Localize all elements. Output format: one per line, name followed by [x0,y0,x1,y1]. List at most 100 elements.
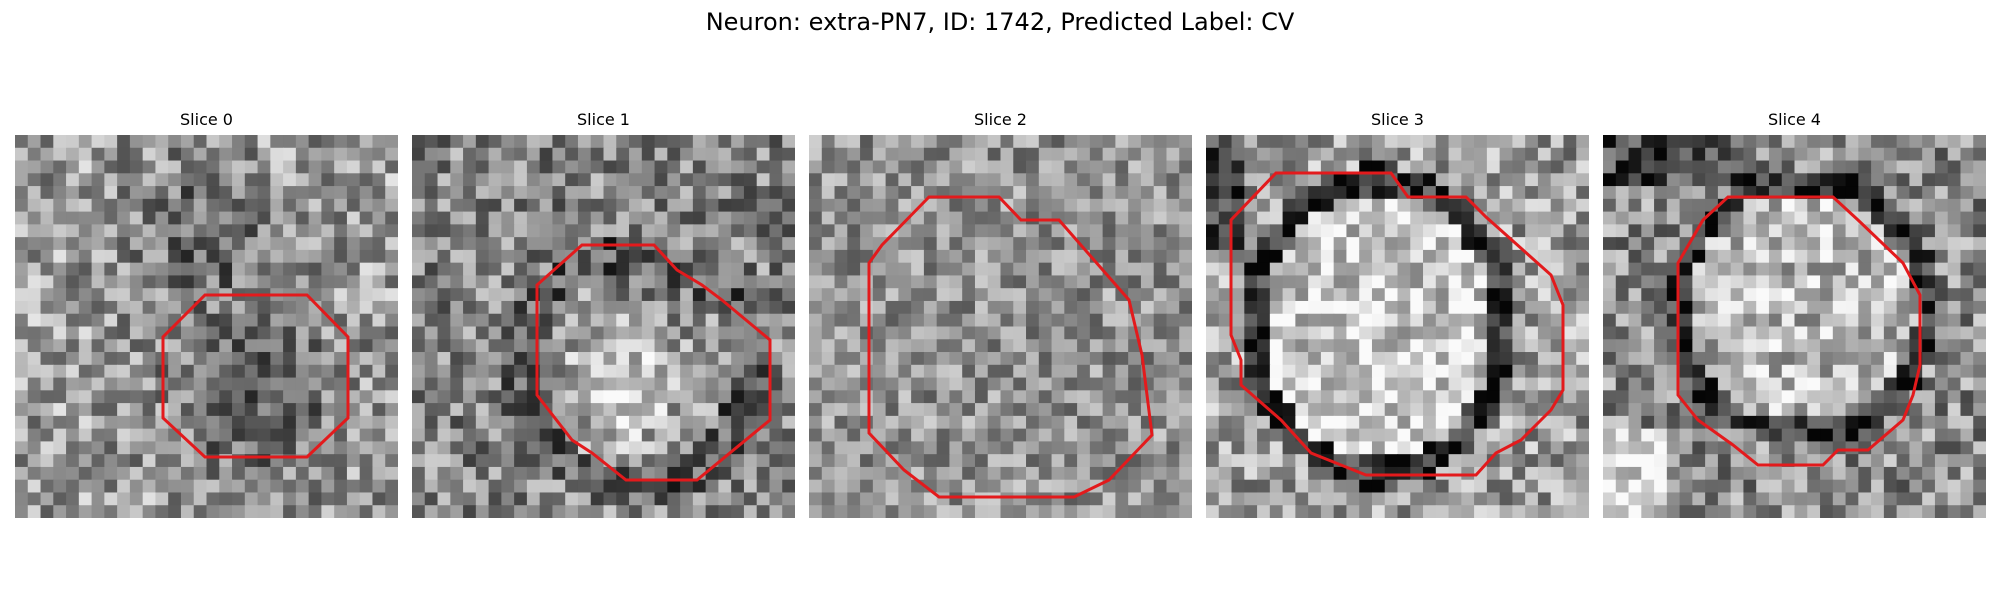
pixel [1679,441,1693,455]
pixel [1550,377,1565,391]
pixel [155,186,169,200]
pixel [898,403,912,417]
pixel [359,454,374,468]
pixel [1883,441,1898,455]
pixel [1140,466,1155,481]
pixel [1077,288,1091,302]
pixel [1308,275,1322,289]
pixel [987,364,1002,379]
pixel [667,364,681,379]
pixel [834,364,848,379]
pixel [346,326,361,340]
pixel [1807,135,1821,149]
pixel [412,505,426,518]
pixel [1231,492,1245,506]
pixel [885,135,899,149]
pixel [1038,160,1053,174]
pixel [270,352,284,366]
pixel [1179,147,1192,162]
pixel [1320,403,1335,417]
pixel [514,415,528,430]
pixel [782,135,795,149]
pixel [923,403,938,417]
pixel [1359,377,1373,391]
pixel [1934,186,1949,200]
pixel [629,352,643,366]
pixel [782,249,795,264]
pixel [1064,415,1078,430]
pixel [1064,313,1078,328]
pixel [1282,160,1296,174]
pixel [1499,505,1513,518]
pixel [1089,173,1104,187]
pixel [1140,339,1155,353]
pixel [283,479,297,494]
pixel [91,466,105,481]
pixel [1051,454,1065,468]
pixel [1026,262,1040,277]
pixel [1051,237,1065,251]
pixel [1934,364,1949,379]
pixel [680,249,694,264]
pixel [53,224,67,238]
pixel [1218,262,1233,277]
pixel [1410,275,1424,289]
pixel [412,237,426,251]
pixel [1603,237,1617,251]
pixel [1615,505,1630,518]
pixel [731,492,745,506]
pixel [155,300,169,315]
pixel [450,364,464,379]
pixel [1206,237,1220,251]
pixel [1128,160,1142,174]
pixel [641,249,656,264]
pixel [552,352,566,366]
pixel [680,300,694,315]
pixel [860,237,874,251]
pixel [1308,186,1322,200]
pixel [1115,364,1129,379]
pixel [1960,428,1974,442]
pixel [1359,352,1373,366]
pixel [15,441,29,455]
pixel [321,160,335,174]
pixel [437,339,451,353]
pixel [911,186,925,200]
pixel [1013,186,1027,200]
pixel [1743,300,1757,315]
pixel [1102,313,1116,328]
pixel [821,415,836,430]
pixel [359,492,374,506]
pixel [898,377,912,391]
pixel [1474,313,1488,328]
pixel [1269,326,1284,340]
pixel [180,211,195,225]
pixel [78,224,93,238]
pixel [463,160,477,174]
pixel [603,428,617,442]
pixel [743,288,758,302]
pixel [1359,313,1373,328]
pixel [1922,377,1936,391]
pixel [488,492,502,506]
pixel [321,313,335,328]
pixel [1346,262,1360,277]
pixel [1820,224,1834,238]
pixel [270,300,284,315]
pixel [488,479,502,494]
pixel [463,288,477,302]
pixel [590,135,605,149]
pixel [1641,198,1655,213]
pixel [1179,173,1192,187]
pixel [27,403,42,417]
pixel [1333,352,1348,366]
pixel [15,364,29,379]
pixel [1883,198,1898,213]
pixel [1179,237,1192,251]
pixel [1896,173,1910,187]
pixel [1128,403,1142,417]
pixel [1820,147,1834,162]
pixel [1179,275,1192,289]
pixel [654,147,668,162]
pixel [283,441,297,455]
